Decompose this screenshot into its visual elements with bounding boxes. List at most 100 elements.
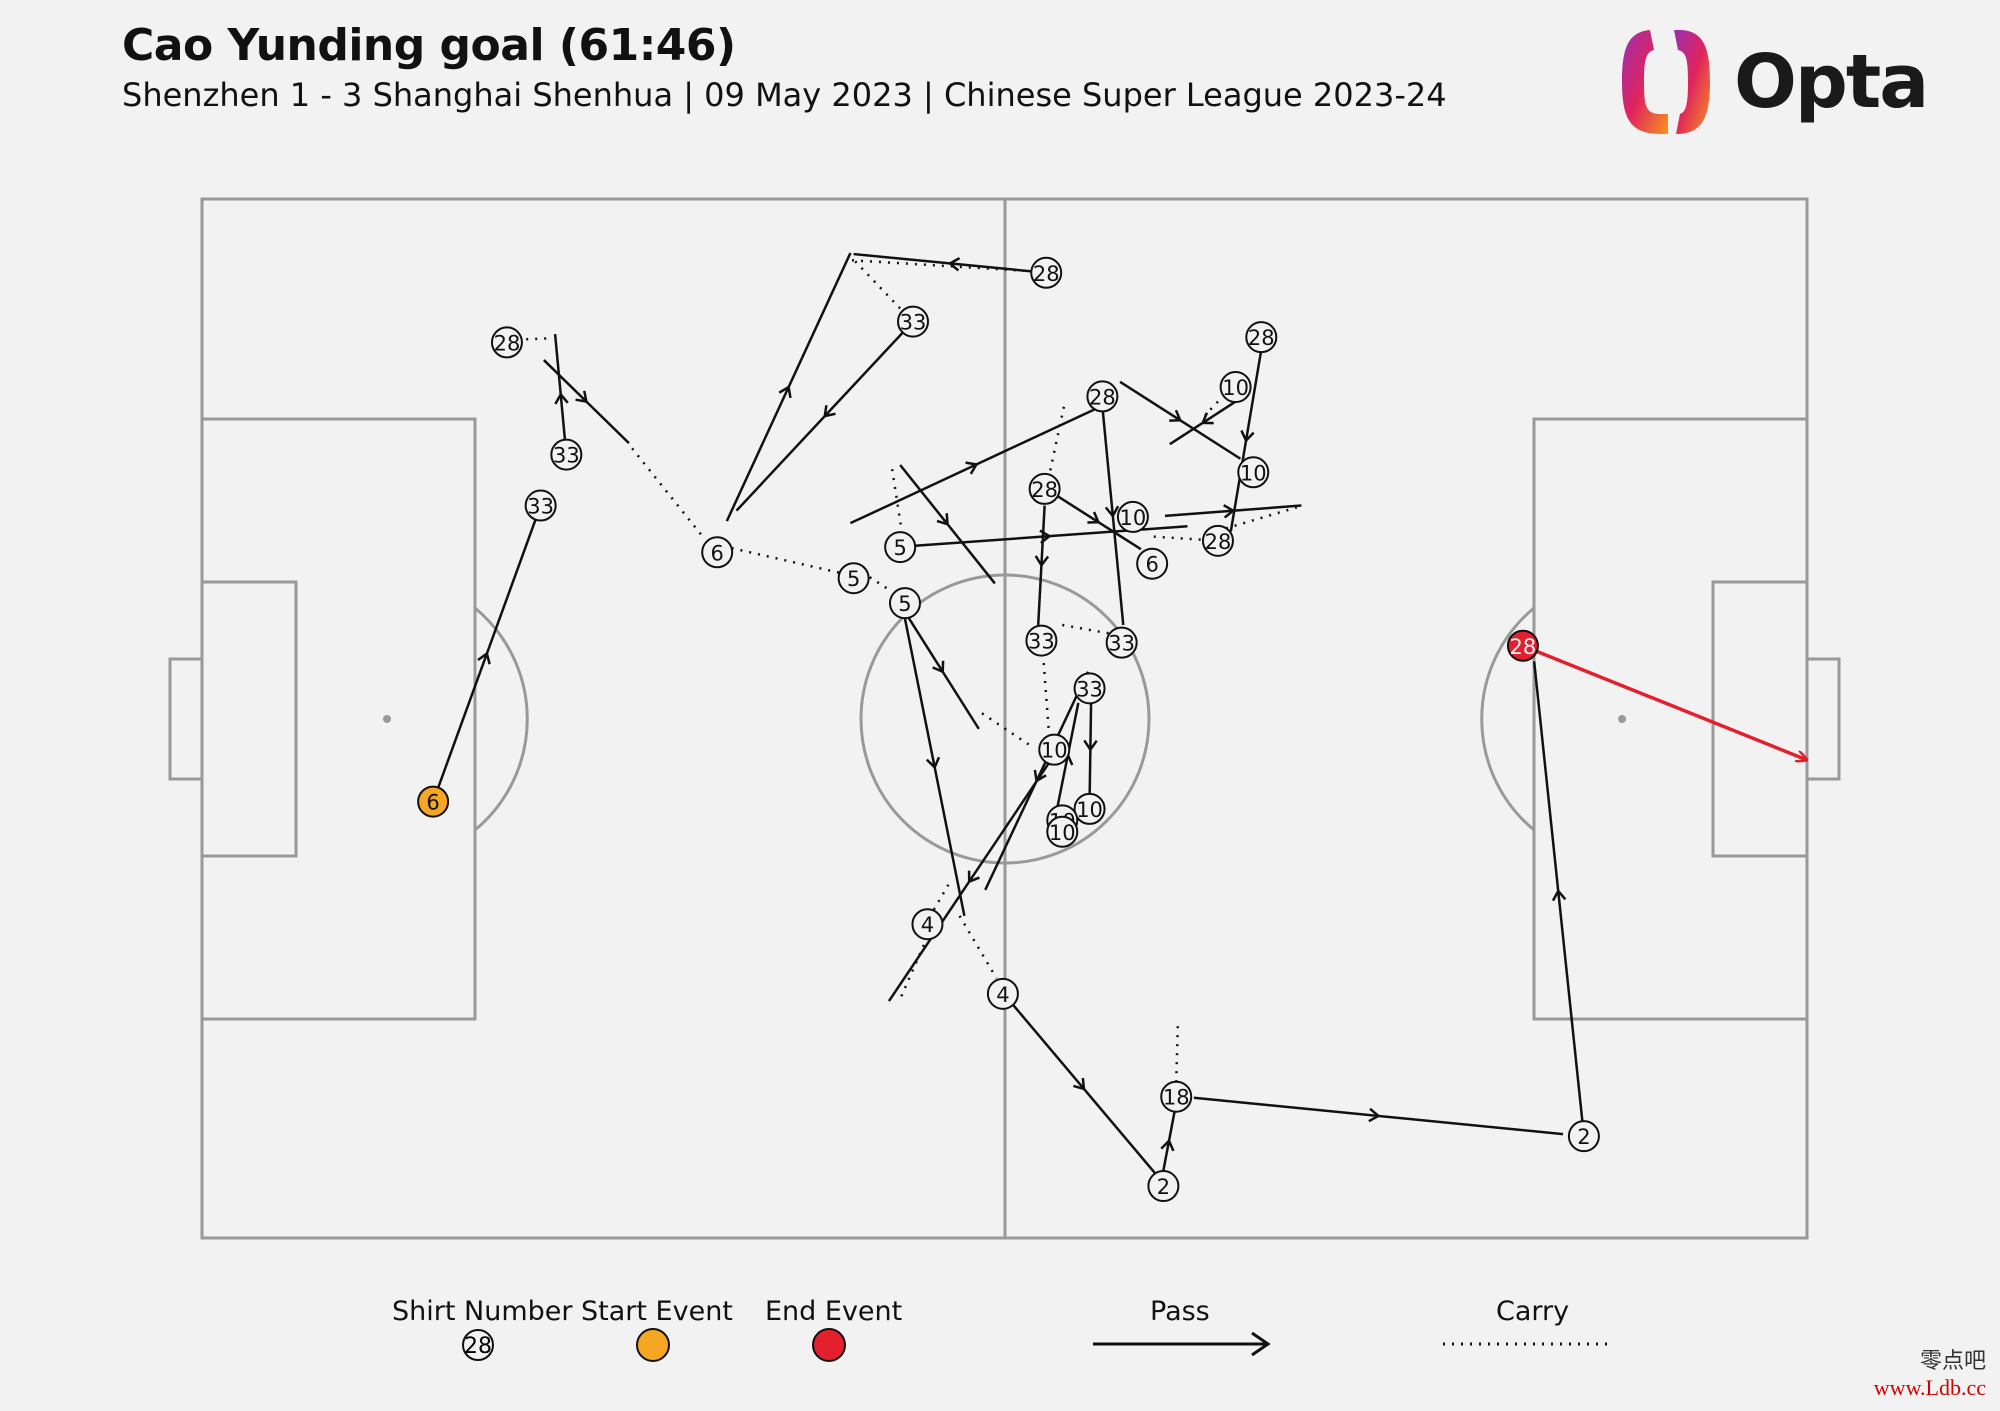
watermark: 零点吧 www.Ldb.cc bbox=[1874, 1349, 1986, 1401]
legend-shirt-number: 28 bbox=[464, 1334, 492, 1359]
player-node: 28 bbox=[1030, 256, 1063, 289]
player-node-circle bbox=[701, 536, 734, 569]
start-event-node: 6 bbox=[417, 785, 450, 818]
player-node: 2 bbox=[1147, 1170, 1180, 1203]
player-node: 18 bbox=[1160, 1080, 1193, 1113]
player-node: 5 bbox=[837, 562, 870, 595]
player-node: 5 bbox=[884, 531, 917, 564]
player-node-circle bbox=[490, 326, 523, 359]
player-node: 28 bbox=[1201, 524, 1234, 557]
player-node-circle bbox=[1073, 792, 1106, 825]
carry-line bbox=[731, 546, 842, 575]
shirt-number: 10 bbox=[1041, 739, 1068, 763]
player-node-circle bbox=[1046, 815, 1079, 848]
opta-logo: Opta bbox=[1620, 26, 1929, 138]
carry-line bbox=[526, 336, 552, 341]
legend: 28 bbox=[462, 1328, 1612, 1362]
right-penalty-arc bbox=[1480, 606, 1535, 832]
player-node-circle bbox=[1237, 456, 1270, 489]
player-node-circle bbox=[897, 305, 930, 338]
carry-line bbox=[1174, 1024, 1180, 1083]
carry-line bbox=[1062, 623, 1110, 635]
player-node: 33 bbox=[897, 305, 930, 338]
player-node: 28 bbox=[1086, 380, 1119, 413]
player-node: 28 bbox=[490, 326, 523, 359]
player-node: 6 bbox=[1136, 547, 1169, 580]
player-node-circle bbox=[1116, 500, 1149, 533]
carry-line bbox=[890, 468, 904, 532]
shirt-number: 10 bbox=[1222, 376, 1249, 400]
carry-line bbox=[1041, 653, 1051, 740]
player-node-circle bbox=[524, 489, 557, 522]
legend-shirt-number-label: Shirt Number bbox=[392, 1296, 573, 1327]
shirt-number: 10 bbox=[1049, 821, 1076, 845]
player-node-circle bbox=[911, 908, 944, 941]
left-penalty-arc bbox=[474, 606, 529, 832]
shirt-number: 6 bbox=[711, 541, 724, 565]
pass-arrowhead bbox=[1169, 409, 1183, 422]
left-penalty-spot bbox=[383, 715, 391, 723]
page-title: Cao Yunding goal (61:46) bbox=[122, 20, 736, 71]
shirt-number: 33 bbox=[527, 495, 554, 519]
pass-arrowhead bbox=[1160, 1138, 1175, 1152]
player-node: 5 bbox=[888, 587, 921, 620]
legend-carry-label: Carry bbox=[1496, 1296, 1570, 1327]
shirt-number: 28 bbox=[1248, 326, 1275, 350]
player-node-circle bbox=[986, 977, 1019, 1010]
shirt-number: 28 bbox=[1205, 530, 1232, 554]
shirt-number: 33 bbox=[1076, 677, 1103, 701]
pass-arrowhead bbox=[1073, 1077, 1086, 1091]
player-node-circle bbox=[1038, 733, 1071, 766]
shirt-number: 2 bbox=[1157, 1175, 1170, 1199]
player-node-circle bbox=[1105, 626, 1138, 659]
shirt-number: 2 bbox=[1577, 1125, 1590, 1149]
pass-arrowhead bbox=[1087, 511, 1101, 524]
pass-arrowhead bbox=[575, 390, 588, 404]
pitch-markings bbox=[168, 197, 1841, 1240]
player-node-circle bbox=[1030, 256, 1063, 289]
shirt-number: 28 bbox=[494, 331, 521, 355]
player-node: 33 bbox=[1105, 626, 1138, 659]
shirt-number: 10 bbox=[1120, 506, 1147, 530]
player-node-circle bbox=[1506, 629, 1539, 662]
player-node: 10 bbox=[1237, 456, 1270, 489]
pass-arrowhead bbox=[1551, 888, 1567, 902]
carry-line bbox=[869, 576, 893, 593]
player-node: 10 bbox=[1219, 371, 1252, 404]
pass-arrowhead bbox=[965, 461, 979, 475]
pass-arrowhead bbox=[1240, 430, 1255, 443]
carry-line bbox=[899, 936, 929, 1000]
carry-line bbox=[932, 884, 950, 911]
player-node-circle bbox=[1025, 624, 1058, 657]
shirt-number: 28 bbox=[1510, 635, 1537, 659]
left-penalty-box bbox=[200, 417, 477, 1021]
carry-line bbox=[631, 447, 704, 538]
player-node-circle bbox=[550, 438, 583, 471]
right-penalty-spot bbox=[1618, 715, 1626, 723]
pass-arrowhead bbox=[925, 756, 941, 770]
carry-line bbox=[1204, 400, 1219, 416]
legend-pass-label: Pass bbox=[1150, 1296, 1210, 1327]
legend-pass-arrowhead bbox=[1251, 1331, 1271, 1357]
shirt-number: 5 bbox=[898, 592, 911, 616]
player-node-circle bbox=[1245, 321, 1278, 354]
center-circle bbox=[859, 573, 1151, 865]
player-node: 4 bbox=[911, 908, 944, 941]
player-node: 33 bbox=[550, 438, 583, 471]
carry-line bbox=[851, 259, 1024, 272]
player-node-circle bbox=[1086, 380, 1119, 413]
shot-line bbox=[1522, 644, 1807, 760]
pass-arrowhead bbox=[967, 870, 980, 884]
shirt-number: 33 bbox=[1028, 630, 1055, 654]
watermark-cn: 零点吧 bbox=[1919, 1349, 1986, 1374]
shirt-number: 6 bbox=[426, 791, 439, 815]
shirt-number: 33 bbox=[900, 311, 927, 335]
opta-logo-text: Opta bbox=[1734, 39, 1929, 125]
left-goal bbox=[168, 657, 204, 781]
player-node: 33 bbox=[524, 489, 557, 522]
shirt-number: 5 bbox=[893, 536, 906, 560]
shirt-number: 6 bbox=[1145, 553, 1158, 577]
player-node-circle bbox=[1136, 547, 1169, 580]
player-node: 10 bbox=[1038, 733, 1071, 766]
player-node-circle bbox=[1201, 524, 1234, 557]
